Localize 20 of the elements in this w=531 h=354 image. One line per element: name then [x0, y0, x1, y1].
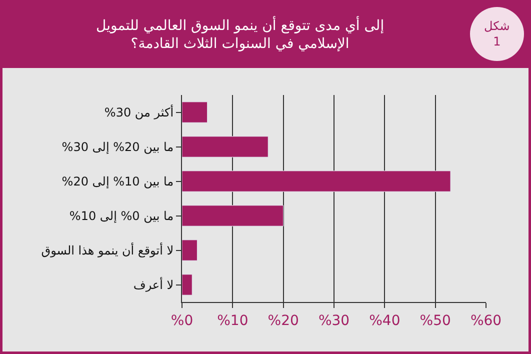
- y-tick-label: أكثر من 30%: [104, 104, 174, 120]
- x-tick-label: %40: [369, 312, 400, 329]
- bar: [182, 170, 451, 192]
- bar: [182, 205, 284, 226]
- y-tick-label: لا أتوقع أن ينمو هذا السوق: [41, 242, 174, 258]
- chart-title: إلى أي مدى تتوقع أن ينمو السوق العالمي للتمويل الإسلامي في السنوات الثلاث القادمة؟: [96, 16, 384, 52]
- bar: [182, 102, 208, 123]
- y-tick-label: ما بين 10% إلى 20%: [62, 174, 174, 188]
- x-tick-label: %20: [268, 312, 299, 329]
- bar: [182, 240, 198, 261]
- y-tick-label: ما بين 0% إلى 10%: [69, 208, 174, 223]
- y-tick-label: ما بين 20% إلى 30%: [62, 140, 174, 154]
- x-tick-label: %30: [318, 312, 350, 329]
- x-tick-label: %60: [470, 312, 502, 329]
- bar: [182, 274, 192, 296]
- bar: [182, 136, 268, 158]
- x-tick-label: %0: [170, 312, 194, 329]
- y-tick-label: لا أعرف: [133, 276, 174, 292]
- x-tick-label: %10: [217, 312, 248, 329]
- x-tick-label: %50: [420, 312, 451, 329]
